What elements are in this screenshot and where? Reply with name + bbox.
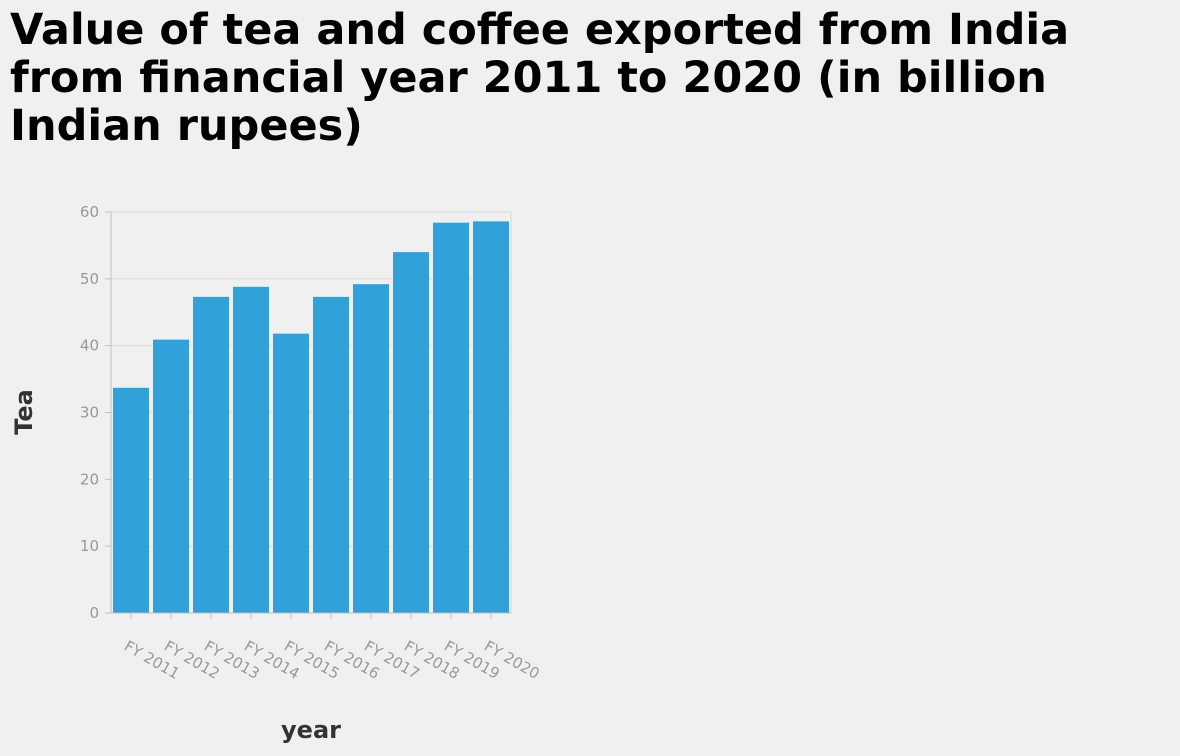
- x-axis-title: year: [281, 716, 341, 744]
- chart-title: Value of tea and coffee exported from In…: [10, 5, 1070, 151]
- bar: [233, 286, 269, 613]
- y-axis-title: Tea: [10, 389, 38, 435]
- bar: [433, 222, 469, 613]
- bar: [153, 339, 189, 613]
- bar: [273, 333, 309, 613]
- y-tick-label: 30: [80, 404, 99, 422]
- bar: [193, 296, 229, 613]
- axes: [105, 211, 512, 619]
- bar: [473, 221, 509, 613]
- bar: [393, 252, 429, 613]
- y-tick-label: 50: [80, 270, 99, 288]
- y-tick-label: 0: [89, 604, 99, 622]
- y-tick-labels: 0 10 20 30 40 50 60: [80, 203, 99, 622]
- y-tick-label: 60: [80, 203, 99, 221]
- y-tick-label: 20: [80, 470, 99, 488]
- y-tick-label: 40: [80, 337, 99, 355]
- y-tick-label: 10: [80, 537, 99, 555]
- bars: [113, 221, 509, 613]
- bar: [113, 387, 149, 613]
- bar: [313, 296, 349, 613]
- bar: [353, 284, 389, 613]
